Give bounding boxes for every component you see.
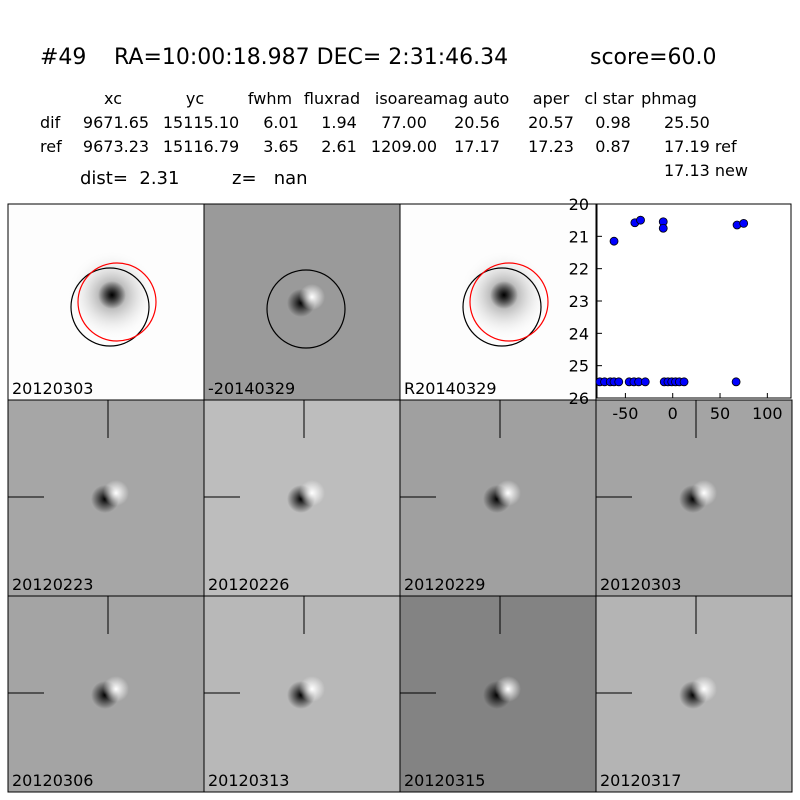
coordinates: RA=10:00:18.987 DEC= 2:31:46.34 bbox=[114, 45, 508, 70]
cell: 20.57 bbox=[528, 113, 574, 132]
column-header: cl star bbox=[584, 89, 634, 108]
panel-label: 20120226 bbox=[208, 575, 289, 594]
panel-label: -20140329 bbox=[208, 379, 295, 398]
cell: 1209.00 bbox=[371, 137, 437, 156]
point bbox=[679, 377, 689, 387]
column-header: isoarea bbox=[375, 89, 433, 108]
cell: 15116.79 bbox=[163, 137, 239, 156]
cell: 1.94 bbox=[321, 113, 357, 132]
aperture-ref bbox=[469, 262, 549, 342]
aperture-ref bbox=[77, 262, 157, 342]
column-header: fluxrad bbox=[304, 89, 360, 108]
cell: 6.01 bbox=[263, 113, 299, 132]
cell: 25.50 bbox=[664, 113, 710, 132]
plot-area bbox=[596, 203, 792, 399]
panel-label: 20120223 bbox=[12, 575, 93, 594]
y-tick-label: 25 bbox=[569, 357, 589, 376]
panel-label: 20120229 bbox=[404, 575, 485, 594]
dist: dist= 2.31 bbox=[80, 168, 179, 189]
point bbox=[640, 377, 650, 387]
aperture bbox=[266, 269, 346, 349]
z: z= nan bbox=[232, 168, 308, 189]
point bbox=[614, 377, 624, 387]
dipole-light bbox=[691, 480, 717, 506]
panel-label: 20120303 bbox=[600, 575, 681, 594]
y-tick-label: 23 bbox=[569, 292, 589, 311]
aperture bbox=[70, 267, 150, 347]
cell: 9671.65 bbox=[83, 113, 149, 132]
cell: 17.19 ref bbox=[664, 137, 737, 156]
column-header: phmag bbox=[641, 89, 697, 108]
panel-label: 20120317 bbox=[600, 771, 681, 790]
cell: 2.61 bbox=[321, 137, 357, 156]
point bbox=[658, 223, 668, 233]
y-tick-label: 20 bbox=[569, 195, 589, 214]
y-tick-label: 21 bbox=[569, 227, 589, 246]
dipole-light bbox=[495, 676, 521, 702]
x-tick-label: 100 bbox=[752, 404, 783, 423]
source-core bbox=[98, 281, 126, 309]
table-extra: 17.13 new bbox=[664, 161, 748, 180]
row-label: dif bbox=[40, 113, 61, 132]
panel-label: 20120303 bbox=[12, 379, 93, 398]
x-tick-label: 50 bbox=[710, 404, 730, 423]
y-tick-label: 22 bbox=[569, 260, 589, 279]
point bbox=[731, 377, 741, 387]
point bbox=[636, 215, 645, 225]
column-header: aper bbox=[533, 89, 570, 108]
point bbox=[609, 236, 619, 246]
cell: 0.87 bbox=[595, 137, 631, 156]
y-tick-label: 24 bbox=[569, 324, 589, 343]
panel-label: 20120315 bbox=[404, 771, 485, 790]
object-id: #49 bbox=[40, 45, 86, 70]
dipole-light bbox=[495, 480, 521, 506]
point bbox=[739, 218, 749, 228]
cell: 77.00 bbox=[381, 113, 427, 132]
score: score=60.0 bbox=[590, 45, 717, 70]
cell: 17.23 bbox=[528, 137, 574, 156]
aperture bbox=[462, 267, 542, 347]
dipole-light bbox=[103, 676, 129, 702]
column-header: fwhm bbox=[248, 89, 292, 108]
cell: 20.56 bbox=[454, 113, 500, 132]
cell: 15115.10 bbox=[163, 113, 239, 132]
panel-label: 20120306 bbox=[12, 771, 93, 790]
dipole-light bbox=[299, 480, 325, 506]
row-label: ref bbox=[40, 137, 62, 156]
x-tick-label: -50 bbox=[612, 404, 638, 423]
dipole-light bbox=[103, 480, 129, 506]
cell: 3.65 bbox=[263, 137, 299, 156]
dipole-light bbox=[691, 676, 717, 702]
column-header: mag auto bbox=[433, 89, 510, 108]
cell: 0.98 bbox=[595, 113, 631, 132]
x-tick-label: 0 bbox=[668, 404, 678, 423]
dipole-light bbox=[299, 676, 325, 702]
y-tick-label: 26 bbox=[569, 389, 589, 408]
panel-label: R20140329 bbox=[404, 379, 497, 398]
column-header: xc bbox=[104, 89, 122, 108]
cell: 17.17 bbox=[454, 137, 500, 156]
column-header: yc bbox=[186, 89, 204, 108]
cell: 9673.23 bbox=[83, 137, 149, 156]
panel-label: 20120313 bbox=[208, 771, 289, 790]
source-core bbox=[490, 281, 518, 309]
dipole-light bbox=[299, 284, 325, 310]
